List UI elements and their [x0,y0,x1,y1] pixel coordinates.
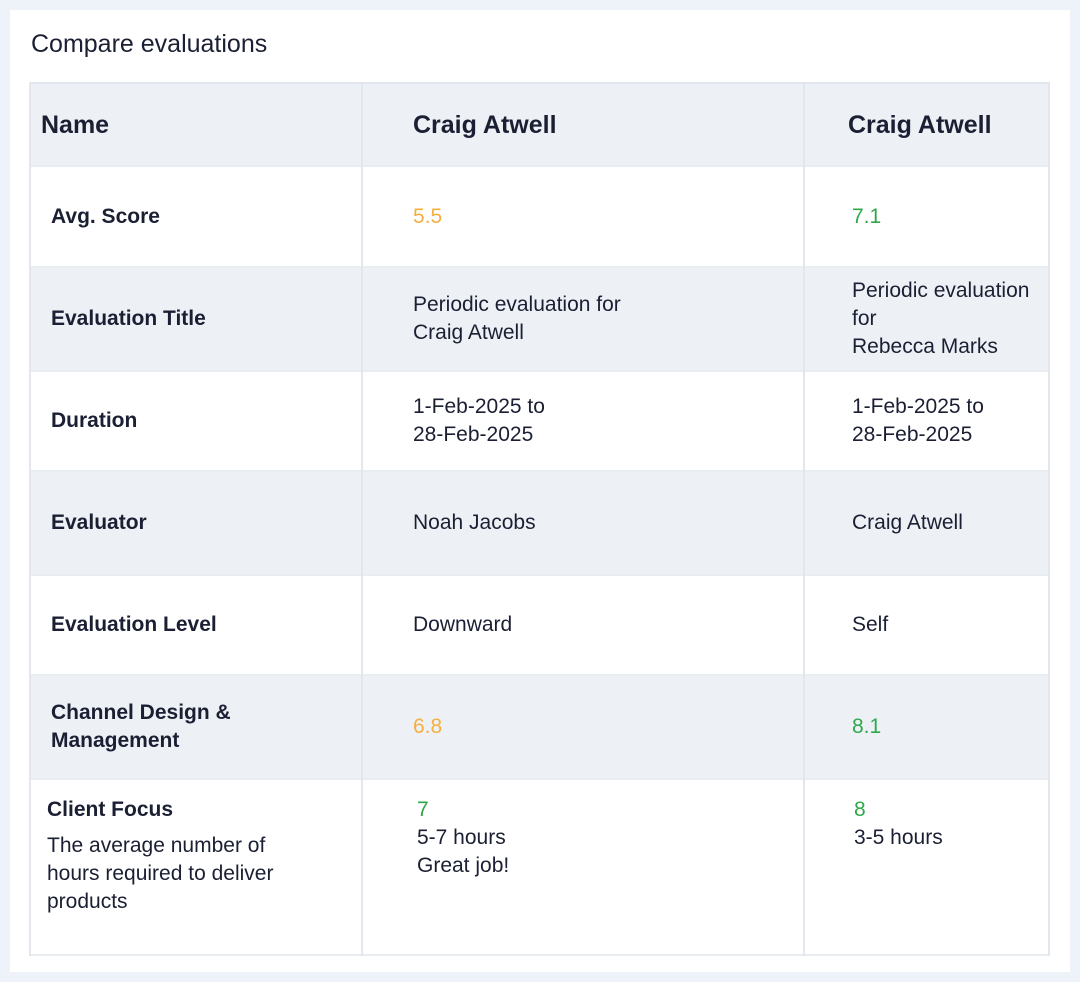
text-line: 28-Feb-2025 [852,423,973,446]
avg-score-value-1: 5.5 [361,166,805,267]
channel-design-value-2: 8.1 [803,675,1050,779]
comparison-table: Name Craig Atwell Craig Atwell Avg. Scor… [29,82,1050,956]
row-label: Client Focus The average number of hours… [29,779,363,955]
client-focus-value-2: 8 3-5 hours [803,779,1050,955]
table-row-duration: Duration 1-Feb-2025 to 28-Feb-2025 1-Feb-… [29,371,1050,471]
text-line: products [47,890,128,913]
client-focus-value-1: 7 5-7 hours Great job! [361,779,805,955]
score: 8 [854,798,866,821]
text-line: Rebecca Marks [852,335,998,358]
avg-score-value-2: 7.1 [803,166,1050,267]
compare-evaluations-panel: Compare evaluations Name Craig Atwell Cr… [10,10,1070,972]
evaluation-level-value-2: Self [803,575,1050,675]
table-row-channel-design: Channel Design & Management 6.8 8.1 [29,675,1050,779]
duration-value-2: 1-Feb-2025 to 28-Feb-2025 [803,371,1050,471]
row-label: Evaluation Level [29,575,363,675]
table-row-evaluation-title: Evaluation Title Periodic evaluation for… [29,267,1050,371]
table-row-client-focus: Client Focus The average number of hours… [29,779,1050,955]
text-line: Channel Design & [51,701,231,724]
header-name-label: Name [29,83,363,166]
table-row-evaluation-level: Evaluation Level Downward Self [29,575,1050,675]
page-title: Compare evaluations [31,30,268,58]
row-label: Duration [29,371,363,471]
evaluator-value-1: Noah Jacobs [361,471,805,575]
text-line: 28-Feb-2025 [413,423,534,446]
evaluation-title-value-1: Periodic evaluation for Craig Atwell [361,267,805,371]
score: 7 [417,798,429,821]
client-focus-description: The average number of hours required to … [47,832,361,916]
evaluation-title-value-2: Periodic evaluation for Rebecca Marks [803,267,1050,371]
header-employee-2: Craig Atwell [803,83,1050,166]
row-label: Evaluation Title [29,267,363,371]
channel-design-value-1: 6.8 [361,675,805,779]
evaluator-value-2: Craig Atwell [803,471,1050,575]
text-line: Periodic evaluation for [413,293,621,316]
comment: Great job! [417,854,510,877]
row-label: Channel Design & Management [29,675,363,779]
text-line: Craig Atwell [413,321,524,344]
text-line: hours required to deliver [47,862,274,885]
header-employee-1: Craig Atwell [361,83,805,166]
text-line: Periodic evaluation for [852,279,1030,330]
hours-range: 5-7 hours [417,826,506,849]
hours-range: 3-5 hours [854,826,943,849]
table-row-evaluator: Evaluator Noah Jacobs Craig Atwell [29,471,1050,575]
evaluation-level-value-1: Downward [361,575,805,675]
table-header-row: Name Craig Atwell Craig Atwell [29,83,1050,166]
row-label: Avg. Score [29,166,363,267]
row-label: Evaluator [29,471,363,575]
text-line: Management [51,729,180,752]
table-row-avg-score: Avg. Score 5.5 7.1 [29,166,1050,267]
client-focus-label: Client Focus [47,798,174,821]
text-line: 1-Feb-2025 to [852,395,984,418]
text-line: 1-Feb-2025 to [413,395,545,418]
text-line: The average number of [47,834,266,857]
duration-value-1: 1-Feb-2025 to 28-Feb-2025 [361,371,805,471]
